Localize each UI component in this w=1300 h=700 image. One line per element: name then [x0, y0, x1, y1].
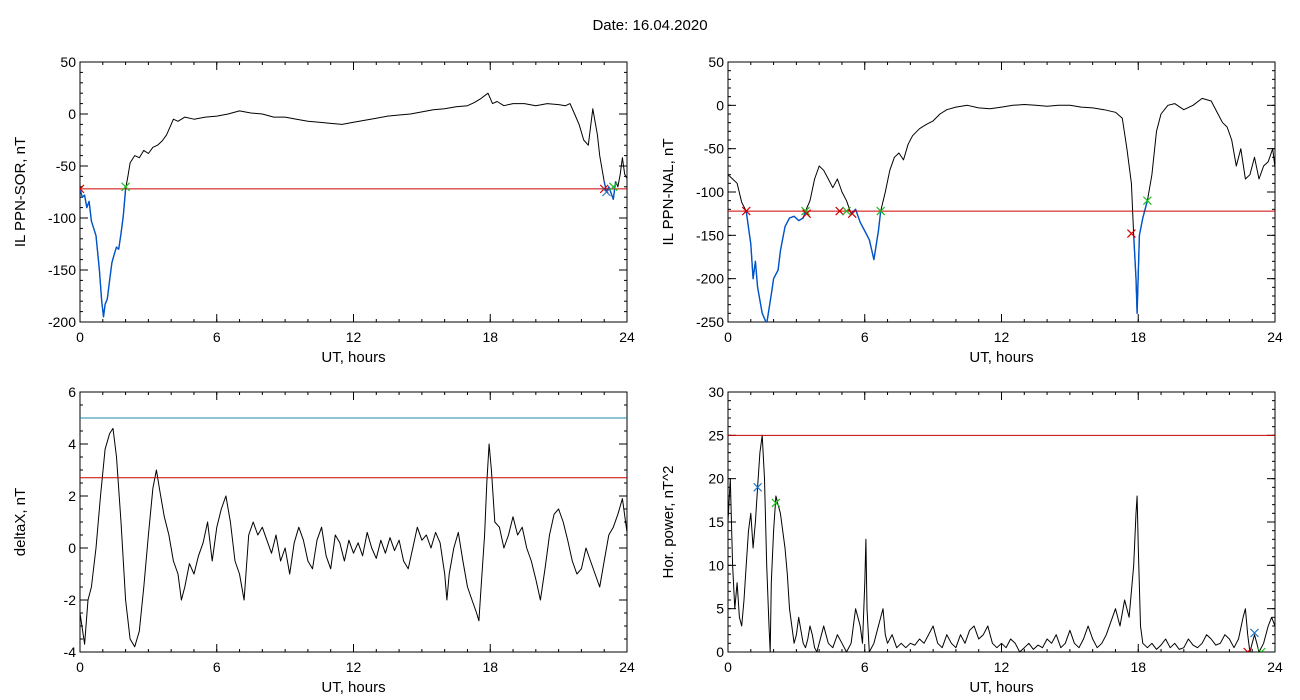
x-tick-label: 24: [619, 659, 635, 675]
panel-2: -250 -200 -150 -100 -50 0 50 0 6 12 18 24 UT, hours I…: [660, 54, 1283, 366]
y-tick-label: 4: [68, 436, 76, 452]
x-tick-label: 24: [619, 329, 635, 345]
series-line-4: [1133, 200, 1149, 314]
y-tick-label: 25: [708, 427, 724, 443]
y-tick-label: 30: [708, 384, 724, 400]
event-marker: [842, 206, 851, 216]
event-marker: [802, 209, 812, 219]
y-tick-label: -200: [696, 271, 724, 287]
y-tick-label: -2: [64, 592, 77, 608]
y-tick-label: -150: [48, 262, 76, 278]
y-tick-label: -50: [56, 158, 76, 174]
event-marker: [1256, 647, 1266, 652]
event-marker: [801, 206, 810, 216]
x-tick-label: 6: [213, 329, 221, 345]
plot-area: [728, 434, 1275, 652]
panel-4: 0 5 10 15 20 25 30 0 6 12 18 24 UT, hours Hor. power,…: [660, 384, 1283, 696]
x-axis-label: UT, hours: [969, 349, 1033, 366]
x-axis-label: UT, hours: [969, 679, 1033, 696]
x-tick-label: 18: [482, 329, 498, 345]
panel-1: -200 -150 -100 -50 0 50 0 6 12 18 24 UT, hours IL PP…: [12, 54, 635, 366]
y-axis-label: IL PPN-NAL, nT: [660, 139, 677, 246]
event-marker: [1250, 628, 1259, 638]
x-tick-label: 12: [994, 659, 1010, 675]
x-tick-label: 24: [1267, 659, 1283, 675]
y-tick-label: -50: [704, 141, 724, 157]
y-tick-label: 6: [68, 384, 76, 400]
y-tick-label: -100: [696, 184, 724, 200]
y-tick-label: 0: [716, 644, 724, 660]
y-tick-label: 10: [708, 557, 724, 573]
plot-frame: [79, 391, 628, 653]
y-tick-label: 5: [716, 601, 724, 617]
y-tick-label: -200: [48, 314, 76, 330]
event-marker: [608, 182, 618, 192]
x-axis-label: UT, hours: [321, 349, 385, 366]
event-marker: [835, 206, 845, 216]
y-tick-label: 50: [60, 54, 76, 70]
y-tick-label: -4: [64, 644, 77, 660]
event-marker: [753, 482, 763, 492]
y-tick-label: -250: [696, 314, 724, 330]
event-marker: [80, 184, 85, 194]
y-tick-label: 50: [708, 54, 724, 70]
y-tick-label: -150: [696, 227, 724, 243]
x-tick-label: 6: [861, 659, 869, 675]
y-tick-label: 0: [68, 106, 76, 122]
event-marker: [1126, 229, 1136, 239]
event-marker: [121, 182, 131, 192]
y-tick-label: 15: [708, 514, 724, 530]
x-tick-label: 18: [482, 659, 498, 675]
y-axis-label: deltaX, nT: [12, 488, 29, 556]
x-tick-label: 0: [724, 329, 732, 345]
y-tick-label: 20: [708, 471, 724, 487]
x-tick-label: 6: [861, 329, 869, 345]
chart-date-title: Date: 16.04.2020: [592, 17, 708, 34]
series-line-2: [80, 188, 127, 318]
event-marker: [847, 209, 857, 219]
y-tick-label: -100: [48, 210, 76, 226]
y-axis-label: Hor. power, nT^2: [660, 466, 677, 579]
x-tick-label: 18: [1130, 329, 1146, 345]
y-tick-label: 0: [68, 540, 76, 556]
plot-frame: [727, 391, 1276, 653]
x-tick-label: 0: [724, 659, 732, 675]
x-tick-label: 0: [76, 659, 84, 675]
event-marker: [1243, 647, 1253, 652]
x-tick-label: 12: [346, 659, 362, 675]
event-marker: [602, 187, 611, 197]
x-tick-label: 12: [346, 329, 362, 345]
series-line-1: [728, 434, 1275, 652]
event-marker: [1142, 196, 1152, 206]
y-tick-label: 0: [716, 97, 724, 113]
y-tick-label: 2: [68, 488, 76, 504]
plot-frame: [727, 61, 1276, 323]
series-line-2: [745, 210, 807, 322]
plot-area: [80, 92, 627, 318]
event-marker: [741, 206, 751, 216]
plot-area: [80, 417, 627, 648]
x-tick-label: 0: [76, 329, 84, 345]
x-tick-label: 12: [994, 329, 1010, 345]
x-tick-label: 24: [1267, 329, 1283, 345]
x-tick-label: 6: [213, 659, 221, 675]
series-line-1: [80, 427, 627, 648]
event-marker: [771, 498, 781, 508]
y-axis-label: IL PPN-SOR, nT: [12, 137, 29, 247]
x-axis-label: UT, hours: [321, 679, 385, 696]
x-tick-label: 18: [1130, 659, 1146, 675]
plot-frame: [79, 61, 628, 323]
series-line-1: [80, 92, 627, 318]
plot-area: [728, 97, 1275, 322]
event-marker: [876, 206, 886, 216]
